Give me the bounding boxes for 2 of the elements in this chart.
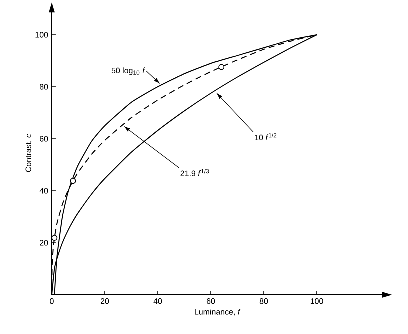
point — [218, 64, 225, 70]
point — [70, 178, 76, 184]
